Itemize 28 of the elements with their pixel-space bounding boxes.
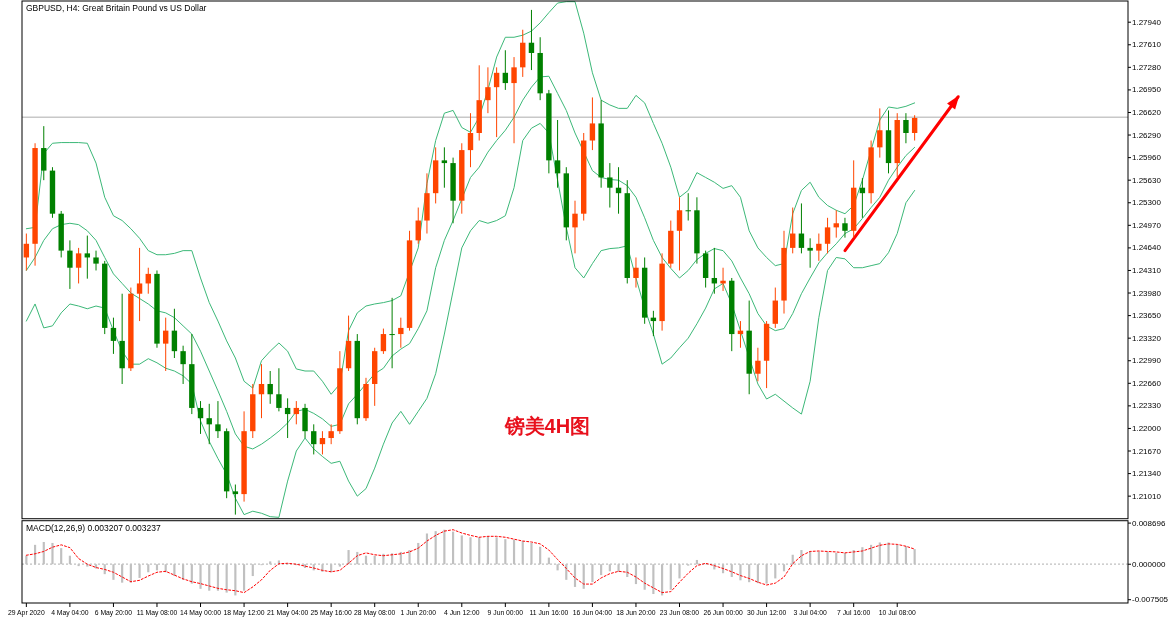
y-tick-label: 1.22660 bbox=[1132, 378, 1162, 388]
y-tick-label: 0.000000 bbox=[1132, 559, 1166, 569]
y-tick-label: 1.21670 bbox=[1132, 446, 1162, 456]
y-tick-label: 1.26620 bbox=[1132, 107, 1162, 117]
y-tick-label: 1.27940 bbox=[1132, 17, 1162, 27]
y-tick-label: 1.24970 bbox=[1132, 220, 1162, 230]
y-tick-label: 1.21010 bbox=[1132, 491, 1162, 501]
y-tick-label: 1.25630 bbox=[1132, 175, 1162, 185]
y-tick-label: -0.007505 bbox=[1132, 595, 1169, 605]
y-tick-label: 0.008696 bbox=[1132, 518, 1166, 528]
y-tick-label: 1.24640 bbox=[1132, 243, 1162, 253]
y-tick-label: 1.23320 bbox=[1132, 333, 1162, 343]
y-tick-label: 1.23650 bbox=[1132, 311, 1162, 321]
y-tick-label: 1.23980 bbox=[1132, 288, 1162, 298]
annotation: 镑美4H图 bbox=[503, 414, 591, 437]
y-tick-label: 1.25300 bbox=[1132, 198, 1162, 208]
y-tick-label: 1.27280 bbox=[1132, 62, 1162, 72]
y-tick-label: 1.26950 bbox=[1132, 85, 1162, 95]
y-tick-label: 1.21340 bbox=[1132, 469, 1162, 479]
y-tick-label: 1.27610 bbox=[1132, 40, 1162, 50]
y-tick-label: 1.25960 bbox=[1132, 153, 1162, 163]
chart-title: GBPUSD, H4: Great Britain Pound vs US Dollar bbox=[26, 3, 207, 13]
y-tick-label: 1.26290 bbox=[1132, 130, 1162, 140]
y-tick-label: 1.22990 bbox=[1132, 356, 1162, 366]
y-tick-label: 1.24310 bbox=[1132, 265, 1162, 275]
chart-title: MACD(12,26,9) 0.003207 0.003237 bbox=[26, 522, 161, 533]
y-tick-label: 1.22330 bbox=[1132, 401, 1162, 411]
y-tick-label: 1.22000 bbox=[1132, 423, 1162, 433]
